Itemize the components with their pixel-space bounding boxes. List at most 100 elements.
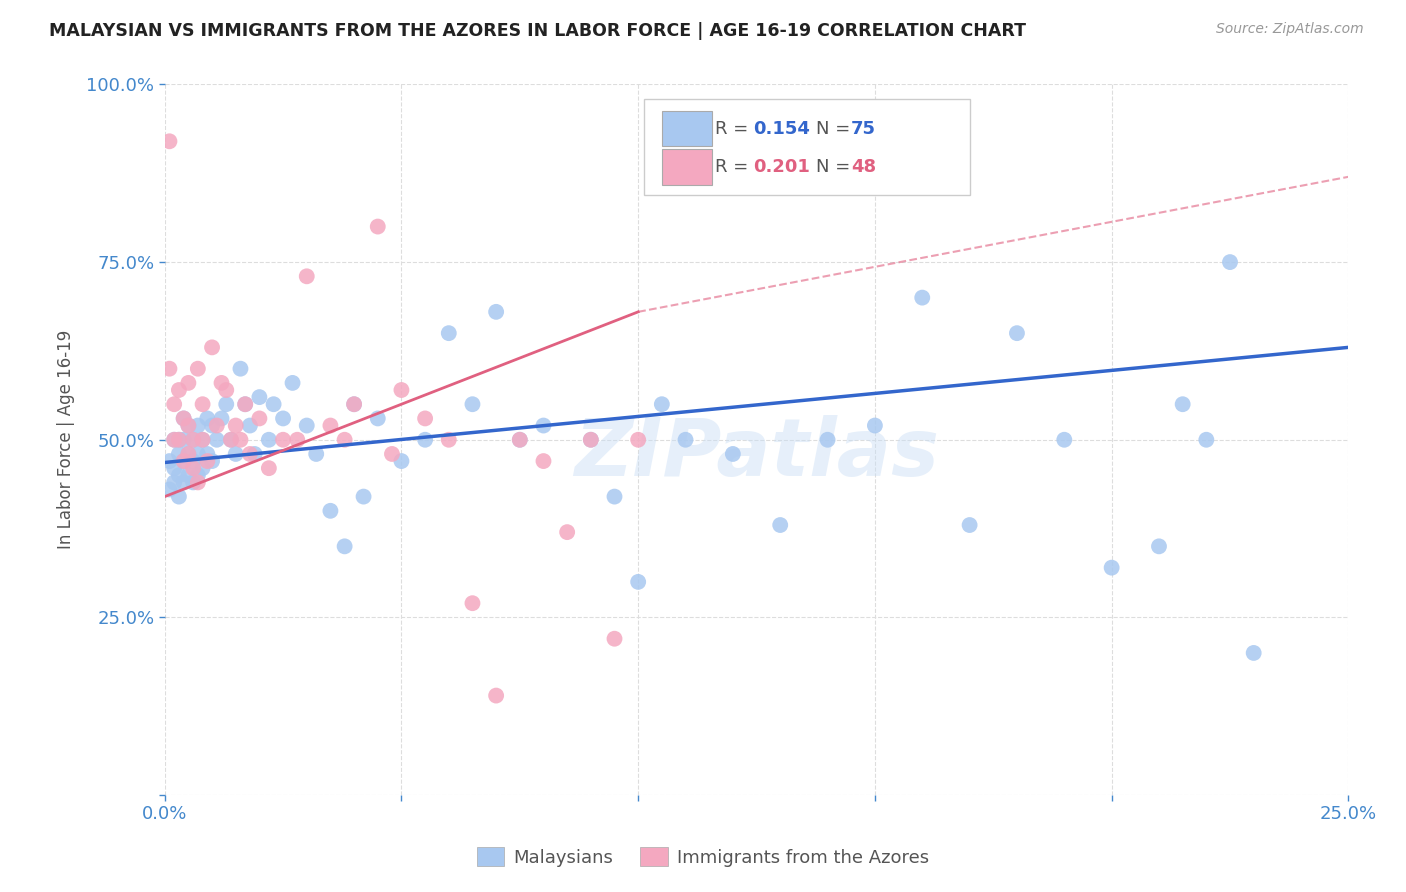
Point: [177, 418, 200, 433]
Point: [485, 305, 508, 319]
Point: [191, 397, 214, 411]
Point: [159, 454, 181, 468]
Point: [177, 468, 200, 483]
Point: [187, 468, 209, 483]
Point: [367, 411, 389, 425]
FancyBboxPatch shape: [662, 149, 711, 185]
Point: [229, 361, 252, 376]
Point: [381, 447, 404, 461]
Point: [219, 433, 242, 447]
Point: [177, 447, 200, 461]
Point: [603, 490, 626, 504]
Point: [195, 411, 218, 425]
Point: [167, 433, 190, 447]
Point: [391, 383, 413, 397]
Point: [281, 376, 304, 390]
Point: [413, 411, 436, 425]
Point: [271, 433, 294, 447]
Point: [627, 574, 650, 589]
Point: [1101, 560, 1123, 574]
Point: [509, 433, 531, 447]
Point: [187, 418, 209, 433]
Point: [219, 433, 242, 447]
Text: Source: ZipAtlas.com: Source: ZipAtlas.com: [1216, 22, 1364, 37]
Point: [163, 397, 186, 411]
Point: [215, 397, 238, 411]
Point: [225, 418, 247, 433]
Point: [181, 433, 204, 447]
Point: [167, 490, 190, 504]
Point: [177, 376, 200, 390]
Point: [1219, 255, 1241, 269]
Text: ZIPatlas: ZIPatlas: [574, 415, 939, 493]
Point: [959, 518, 981, 533]
Point: [173, 433, 195, 447]
Point: [579, 433, 602, 447]
Point: [215, 383, 238, 397]
Point: [173, 475, 195, 490]
Point: [229, 433, 252, 447]
Point: [437, 326, 460, 340]
Point: [263, 397, 285, 411]
Text: 0.154: 0.154: [754, 120, 810, 137]
Text: R =: R =: [716, 158, 754, 176]
Point: [1147, 539, 1170, 553]
Point: [163, 433, 186, 447]
Point: [343, 397, 366, 411]
Point: [257, 461, 280, 475]
Point: [243, 447, 266, 461]
Point: [391, 454, 413, 468]
Point: [353, 490, 375, 504]
Point: [201, 418, 224, 433]
Point: [603, 632, 626, 646]
Point: [191, 433, 214, 447]
Point: [295, 269, 318, 284]
Point: [233, 397, 256, 411]
Point: [579, 433, 602, 447]
Point: [333, 433, 356, 447]
Point: [305, 447, 328, 461]
Point: [163, 433, 186, 447]
Point: [627, 433, 650, 447]
Point: [159, 361, 181, 376]
Point: [191, 461, 214, 475]
Point: [247, 411, 270, 425]
Text: R =: R =: [716, 120, 754, 137]
Point: [211, 376, 233, 390]
Point: [257, 433, 280, 447]
Point: [769, 518, 792, 533]
Point: [509, 433, 531, 447]
Point: [239, 447, 262, 461]
Point: [675, 433, 697, 447]
Point: [167, 383, 190, 397]
Point: [187, 475, 209, 490]
Point: [201, 454, 224, 468]
Point: [1053, 433, 1076, 447]
Point: [1005, 326, 1028, 340]
Text: MALAYSIAN VS IMMIGRANTS FROM THE AZORES IN LABOR FORCE | AGE 16-19 CORRELATION C: MALAYSIAN VS IMMIGRANTS FROM THE AZORES …: [49, 22, 1026, 40]
Point: [367, 219, 389, 234]
Point: [205, 418, 228, 433]
Point: [201, 340, 224, 354]
Point: [173, 411, 195, 425]
Point: [343, 397, 366, 411]
Point: [167, 433, 190, 447]
Point: [295, 418, 318, 433]
Y-axis label: In Labor Force | Age 16-19: In Labor Force | Age 16-19: [58, 330, 75, 549]
Point: [211, 411, 233, 425]
Point: [461, 397, 484, 411]
Point: [533, 418, 555, 433]
Point: [173, 454, 195, 468]
Point: [187, 447, 209, 461]
Point: [173, 411, 195, 425]
Point: [271, 411, 294, 425]
Point: [651, 397, 673, 411]
Point: [205, 433, 228, 447]
Point: [163, 461, 186, 475]
Text: N =: N =: [815, 158, 856, 176]
Point: [285, 433, 308, 447]
Point: [181, 454, 204, 468]
Point: [177, 447, 200, 461]
Point: [247, 390, 270, 404]
Point: [159, 134, 181, 148]
